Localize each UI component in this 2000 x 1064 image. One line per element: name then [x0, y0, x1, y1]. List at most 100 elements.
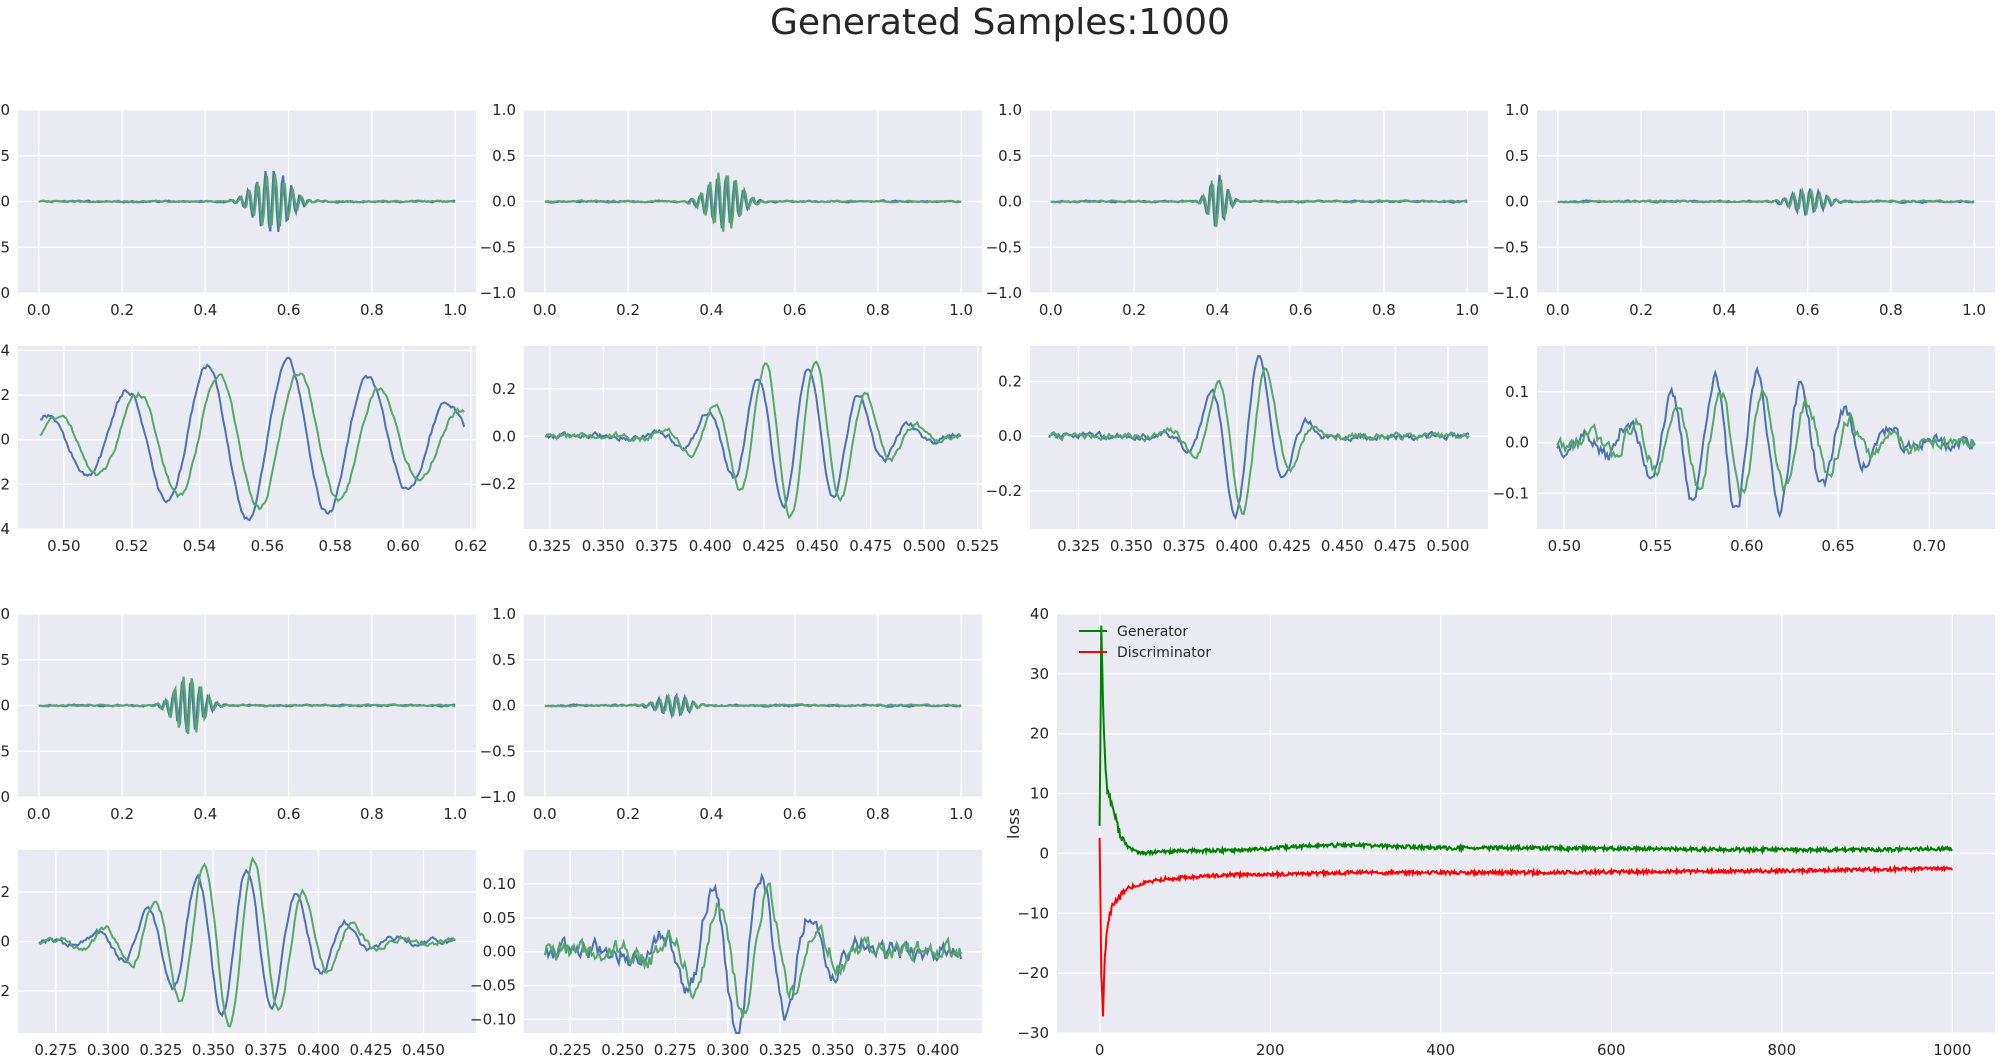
x-tick-label: 0.60 [386, 537, 419, 555]
y-tick-label: −0.1 [1493, 484, 1529, 502]
y-tick-label: 0.0 [998, 427, 1022, 445]
x-tick-label: 0.400 [1215, 537, 1258, 555]
series-line-discriminator [1098, 837, 1954, 1017]
x-tick-label: 0.350 [582, 537, 625, 555]
x-tick-label: 0.325 [528, 537, 571, 555]
x-tick-label: 0.50 [1548, 537, 1581, 555]
x-tick-label: 0.8 [360, 301, 384, 319]
y-tick-label: −0.5 [986, 238, 1022, 256]
series-line-b [1050, 179, 1468, 228]
x-tick-label: 0.425 [1268, 537, 1311, 555]
y-tick-label: −0.2 [986, 482, 1022, 500]
y-tick-label: 1.0 [492, 101, 516, 119]
y-tick-label: −0.5 [0, 238, 10, 256]
x-tick-label: 0.0 [533, 301, 557, 319]
y-tick-label: −0.10 [470, 1010, 516, 1028]
panel-s6_zoom: 0.225 0.250 0.275 0.300 0.325 0.350 0.375 0.400… [470, 850, 982, 1059]
y-tick-label: −0.5 [480, 238, 516, 256]
x-tick-label: 0.0 [1039, 301, 1063, 319]
y-tick-label: −1.0 [480, 284, 516, 302]
x-tick-label: 0.400 [916, 1041, 959, 1059]
y-tick-label: 0.0 [492, 193, 516, 211]
y-tick-label: 0.1 [1505, 383, 1529, 401]
y-axis-label: loss [1004, 808, 1023, 839]
y-tick-label: 0.0 [0, 431, 10, 449]
x-tick-label: 0.375 [244, 1041, 287, 1059]
x-tick-label: 0.65 [1821, 537, 1854, 555]
y-tick-label: −0.2 [480, 475, 516, 493]
x-tick-label: 0.325 [139, 1041, 182, 1059]
x-tick-label: 0.8 [866, 805, 890, 823]
plot-area [18, 346, 476, 529]
y-tick-label: 0.2 [0, 386, 10, 404]
y-tick-label: 0.0 [492, 697, 516, 715]
series-line-b [1048, 367, 1470, 516]
panel-s6_full: 0.0 0.2 0.4 0.6 0.8 1.0 −1.0 −0.5 0.0 0.5 1.0 [480, 605, 982, 823]
y-tick-label: 0.05 [483, 909, 516, 927]
y-tick-label: −0.5 [0, 742, 10, 760]
y-tick-label: 0.2 [492, 380, 516, 398]
panel-s5_zoom: 0.275 0.300 0.325 0.350 0.375 0.400 0.425 0.450… [0, 850, 476, 1059]
y-tick-label: 0.5 [0, 651, 10, 669]
plot-area [1537, 346, 1995, 529]
y-tick-label: 30 [1030, 665, 1049, 683]
x-tick-label: 0.6 [277, 805, 301, 823]
x-tick-label: 0.52 [115, 537, 148, 555]
y-tick-label: −0.5 [1493, 238, 1529, 256]
x-tick-label: 0.2 [616, 805, 640, 823]
x-tick-label: 0.375 [635, 537, 678, 555]
x-tick-label: 1.0 [443, 805, 467, 823]
series-line-b [1557, 186, 1975, 216]
series-line-a [39, 356, 466, 522]
y-tick-label: −0.2 [0, 475, 10, 493]
y-tick-label: 0.00 [483, 943, 516, 961]
series-line-b [544, 360, 962, 520]
x-tick-label: 0.400 [689, 537, 732, 555]
x-tick-label: 1.0 [443, 301, 467, 319]
series-line-b [39, 372, 465, 511]
panel-s4_zoom: 0.50 0.55 0.60 0.65 0.70 −0.1 0.0 0.1 [1493, 346, 1995, 555]
x-tick-label: 0.4 [1712, 301, 1736, 319]
figure-title: Generated Samples:1000 [770, 2, 1230, 43]
y-tick-label: 40 [1030, 605, 1049, 623]
legend-label: Generator [1117, 624, 1188, 640]
x-tick-label: 0.275 [34, 1041, 77, 1059]
x-tick-label: 1.0 [1455, 301, 1479, 319]
y-tick-label: 0.0 [1505, 193, 1529, 211]
x-tick-label: 0.2 [110, 301, 134, 319]
x-tick-label: 0.60 [1730, 537, 1763, 555]
x-tick-label: 400 [1426, 1041, 1455, 1059]
x-tick-label: 0.54 [183, 537, 216, 555]
x-tick-label: 0.62 [454, 537, 487, 555]
x-tick-label: 0.56 [251, 537, 284, 555]
y-tick-label: 0.5 [1505, 147, 1529, 165]
x-tick-label: 0.4 [699, 301, 723, 319]
x-tick-label: 0.400 [297, 1041, 340, 1059]
y-tick-label: 0.2 [998, 373, 1022, 391]
x-tick-label: 0.325 [1057, 537, 1100, 555]
x-tick-label: 0.375 [1163, 537, 1206, 555]
x-tick-label: 0.2 [616, 301, 640, 319]
series-line-b [38, 856, 456, 1028]
y-tick-label: 0.0 [1505, 434, 1529, 452]
x-tick-label: 0.6 [1796, 301, 1820, 319]
y-tick-label: 0.2 [0, 883, 10, 901]
x-tick-label: 0.2 [110, 805, 134, 823]
x-tick-label: 0.8 [360, 805, 384, 823]
x-tick-label: 0.450 [796, 537, 839, 555]
x-tick-label: 0.6 [277, 301, 301, 319]
x-tick-label: 0.425 [349, 1041, 392, 1059]
y-tick-label: 0.0 [0, 697, 10, 715]
x-tick-label: 1.0 [1962, 301, 1986, 319]
x-tick-label: 0.350 [192, 1041, 235, 1059]
panel-s1_zoom: 0.50 0.52 0.54 0.56 0.58 0.60 0.62 −0.4 −0.2 0.0 0… [0, 341, 488, 555]
x-tick-label: 0.350 [1110, 537, 1153, 555]
x-tick-label: 0.250 [601, 1041, 644, 1059]
x-tick-label: 0.70 [1913, 537, 1946, 555]
y-tick-label: 0.5 [998, 147, 1022, 165]
x-tick-label: 0.325 [759, 1041, 802, 1059]
x-tick-label: 0.8 [866, 301, 890, 319]
series-line-b [544, 882, 962, 1019]
y-tick-label: 0.0 [0, 933, 10, 951]
x-tick-label: 0.4 [699, 805, 723, 823]
